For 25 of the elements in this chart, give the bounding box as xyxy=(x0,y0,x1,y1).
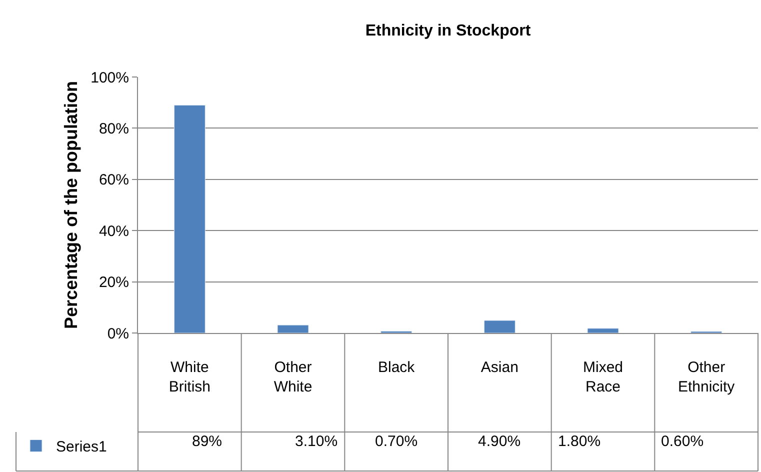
bar xyxy=(277,324,309,333)
x-tick-label: Mixed Race xyxy=(582,359,624,396)
bar xyxy=(174,104,206,333)
data-label: 89% xyxy=(192,433,222,450)
y-tick-label: 60% xyxy=(98,172,129,189)
y-tick-label: 40% xyxy=(98,222,129,240)
chart-title: Ethnicity in Stockport xyxy=(365,22,532,40)
x-tick-label: White British xyxy=(168,359,211,396)
y-axis-title: Percentage of the population xyxy=(60,80,81,330)
legend-label: Series1 xyxy=(56,438,107,456)
data-label: 0.70% xyxy=(375,433,418,450)
x-tick-label: Other Ethnicity xyxy=(678,359,736,396)
y-tick-label: 100% xyxy=(90,69,129,86)
x-tick-label: Other White xyxy=(274,359,312,396)
data-label: 0.60% xyxy=(661,433,704,450)
data-label: 1.80% xyxy=(558,433,601,450)
x-tick-label: Black xyxy=(378,359,416,376)
x-tick-label: Asian xyxy=(480,359,518,376)
data-label: 3.10% xyxy=(295,433,338,450)
y-tick-label: 80% xyxy=(98,120,129,138)
data-label: 4.90% xyxy=(478,433,521,450)
y-tick-label: 0% xyxy=(107,325,129,342)
y-tick-label: 20% xyxy=(98,274,129,292)
bar xyxy=(587,328,619,333)
bar xyxy=(484,320,516,333)
